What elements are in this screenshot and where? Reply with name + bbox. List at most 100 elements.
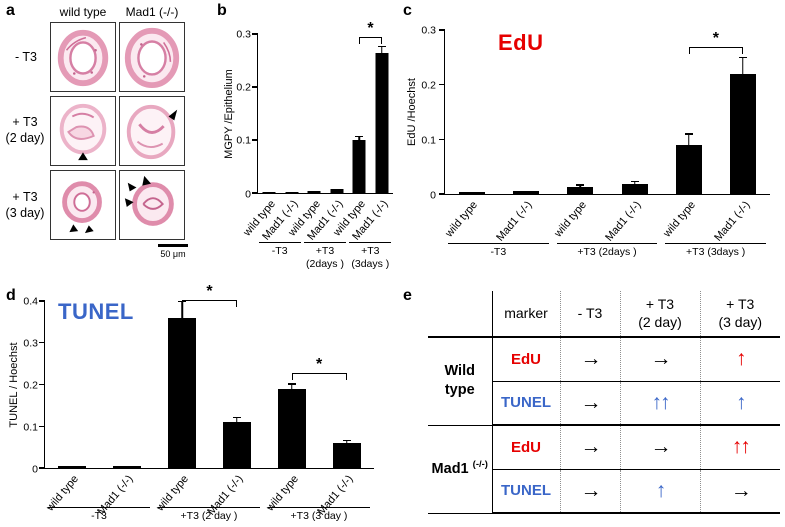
y-ticks: 0 0.1 0.2 0.3 (421, 25, 439, 200)
x-category-label: Mad1 (-/-) (494, 199, 535, 244)
bar (675, 144, 702, 194)
row-group-sup: (-/-) (472, 459, 488, 471)
panel-e-label: e (403, 287, 412, 304)
error-bar-cap (738, 56, 747, 59)
row-group-name: Mad1 (431, 461, 469, 478)
x-group-label: +T3 (3days ) (349, 242, 392, 270)
x-group-label: +T3 (2days ) (556, 243, 658, 259)
panel-e: e marker - T3 + T3 (2 day) + T3 (3 day) … (398, 287, 785, 527)
summary-arrow-cell: → (559, 381, 620, 426)
scale-bar-label: 50 μm (160, 249, 186, 259)
tissue-section-graphic (124, 27, 180, 89)
tissue-section-graphic (62, 181, 102, 234)
y-tick-label: 0.1 (236, 134, 251, 147)
histology-mad1-minus-t3 (119, 22, 185, 92)
error-bar-cap (684, 133, 693, 135)
y-tick-label: 0.1 (421, 133, 436, 146)
y-tick-mark (439, 193, 445, 195)
summary-arrow-cell: ↑↑ (619, 381, 700, 426)
histology-mad1-t3-3day (119, 170, 185, 240)
significance-asterisk: * (367, 20, 374, 38)
bar-slot (499, 30, 553, 194)
y-tick-label: 0.3 (23, 336, 38, 349)
table-corner-cell (428, 291, 492, 338)
bar (375, 52, 389, 193)
tunel-panel-title: TUNEL (58, 299, 134, 324)
summary-arrow-cell: ↑ (619, 469, 700, 514)
histology-mad1-t3-2day (119, 96, 185, 166)
significance-asterisk: * (316, 356, 323, 374)
bar-slot (716, 30, 770, 194)
y-tick-label: 0.1 (23, 420, 38, 433)
x-category-label: wild type (660, 199, 698, 240)
significance-asterisk: * (206, 283, 213, 301)
y-tick-label: 0 (245, 187, 251, 200)
panel-a-label: a (6, 2, 15, 19)
summary-arrow-cell: → (559, 425, 620, 470)
marker-label-edu: EdU (491, 337, 560, 382)
x-category-label: Mad1 (-/-) (603, 199, 644, 244)
table-row-wild-type-edu: Wild type EdU → → ↑ (428, 337, 780, 426)
y-ticks: 0 0.1 0.2 0.3 0.4 (23, 296, 41, 474)
summary-arrow-cell: → (559, 469, 620, 514)
x-groups: -T3 +T3 (2days ) +T3 (3days ) (257, 242, 393, 280)
row-group-label-wild-type: Wild type (428, 337, 492, 426)
summary-arrow-cell: → (619, 337, 700, 382)
x-group-label: +T3 (3days ) (665, 243, 767, 259)
bar-slot (371, 34, 394, 193)
bar-slot (155, 300, 210, 468)
error-bar (579, 184, 582, 187)
y-tick-mark (439, 138, 445, 140)
column-header-minus-t3: - T3 (559, 291, 620, 338)
error-bar-cap (178, 300, 187, 302)
histology-wild-type-t3-2day (50, 96, 116, 166)
bar (262, 191, 276, 193)
tissue-section-graphic (126, 104, 178, 160)
panel-a-row-label-minus-t3: - T3 (15, 50, 37, 64)
tissue-section-graphic (124, 175, 174, 226)
bar-slot (319, 301, 374, 468)
y-tick-label: 0 (32, 462, 38, 475)
error-bar-cap (576, 184, 585, 186)
summary-arrow-cell: ↑↑ (699, 425, 780, 470)
error-bar-cap (377, 45, 386, 48)
significance-asterisk: * (712, 30, 719, 48)
panel-a-column-header-wild-type: wild type (59, 5, 107, 19)
y-tick-mark (252, 192, 258, 194)
plot-area: * (439, 29, 770, 195)
significance-bracket (688, 47, 743, 55)
x-category-label: Mad1 (-/-) (711, 199, 753, 244)
tissue-section-graphic (57, 29, 109, 87)
tissue-section-graphic (59, 103, 107, 161)
column-header-t3-3day: + T3 (3 day) (699, 291, 780, 338)
y-tick-mark (39, 342, 45, 344)
y-tick-mark (39, 300, 45, 302)
bar (58, 466, 87, 468)
bar-slot (662, 30, 716, 194)
y-tick-label: 0.2 (23, 378, 38, 391)
bar-slot (45, 301, 100, 468)
bar (513, 191, 540, 194)
bar-slot (303, 34, 326, 193)
row-group-name: Wild type (444, 362, 475, 399)
bar (330, 188, 344, 193)
y-ticks: 0 0.1 0.2 0.3 (235, 29, 254, 199)
y-tick-mark (439, 83, 445, 86)
y-tick-label: 0.4 (23, 294, 38, 307)
y-tick-mark (439, 29, 445, 31)
panel-a-row-label-t3-3day: + T3 (3 day) (5, 190, 45, 220)
y-tick-mark (252, 139, 258, 141)
histology-wild-type-t3-3day (50, 170, 116, 240)
x-group-label: -T3 (47, 507, 151, 523)
panel-a-row-label-t3-2day: + T3 (2 day) (5, 115, 45, 145)
significance-bracket (359, 37, 382, 45)
bar (307, 190, 321, 193)
bar-slot (553, 30, 607, 194)
bar (352, 140, 366, 193)
error-bar (290, 383, 293, 389)
x-group-label: +T3 (3 day ) (267, 507, 371, 523)
x-group-label: -T3 (258, 242, 301, 258)
bar (459, 191, 486, 194)
y-tick-mark (39, 467, 45, 469)
